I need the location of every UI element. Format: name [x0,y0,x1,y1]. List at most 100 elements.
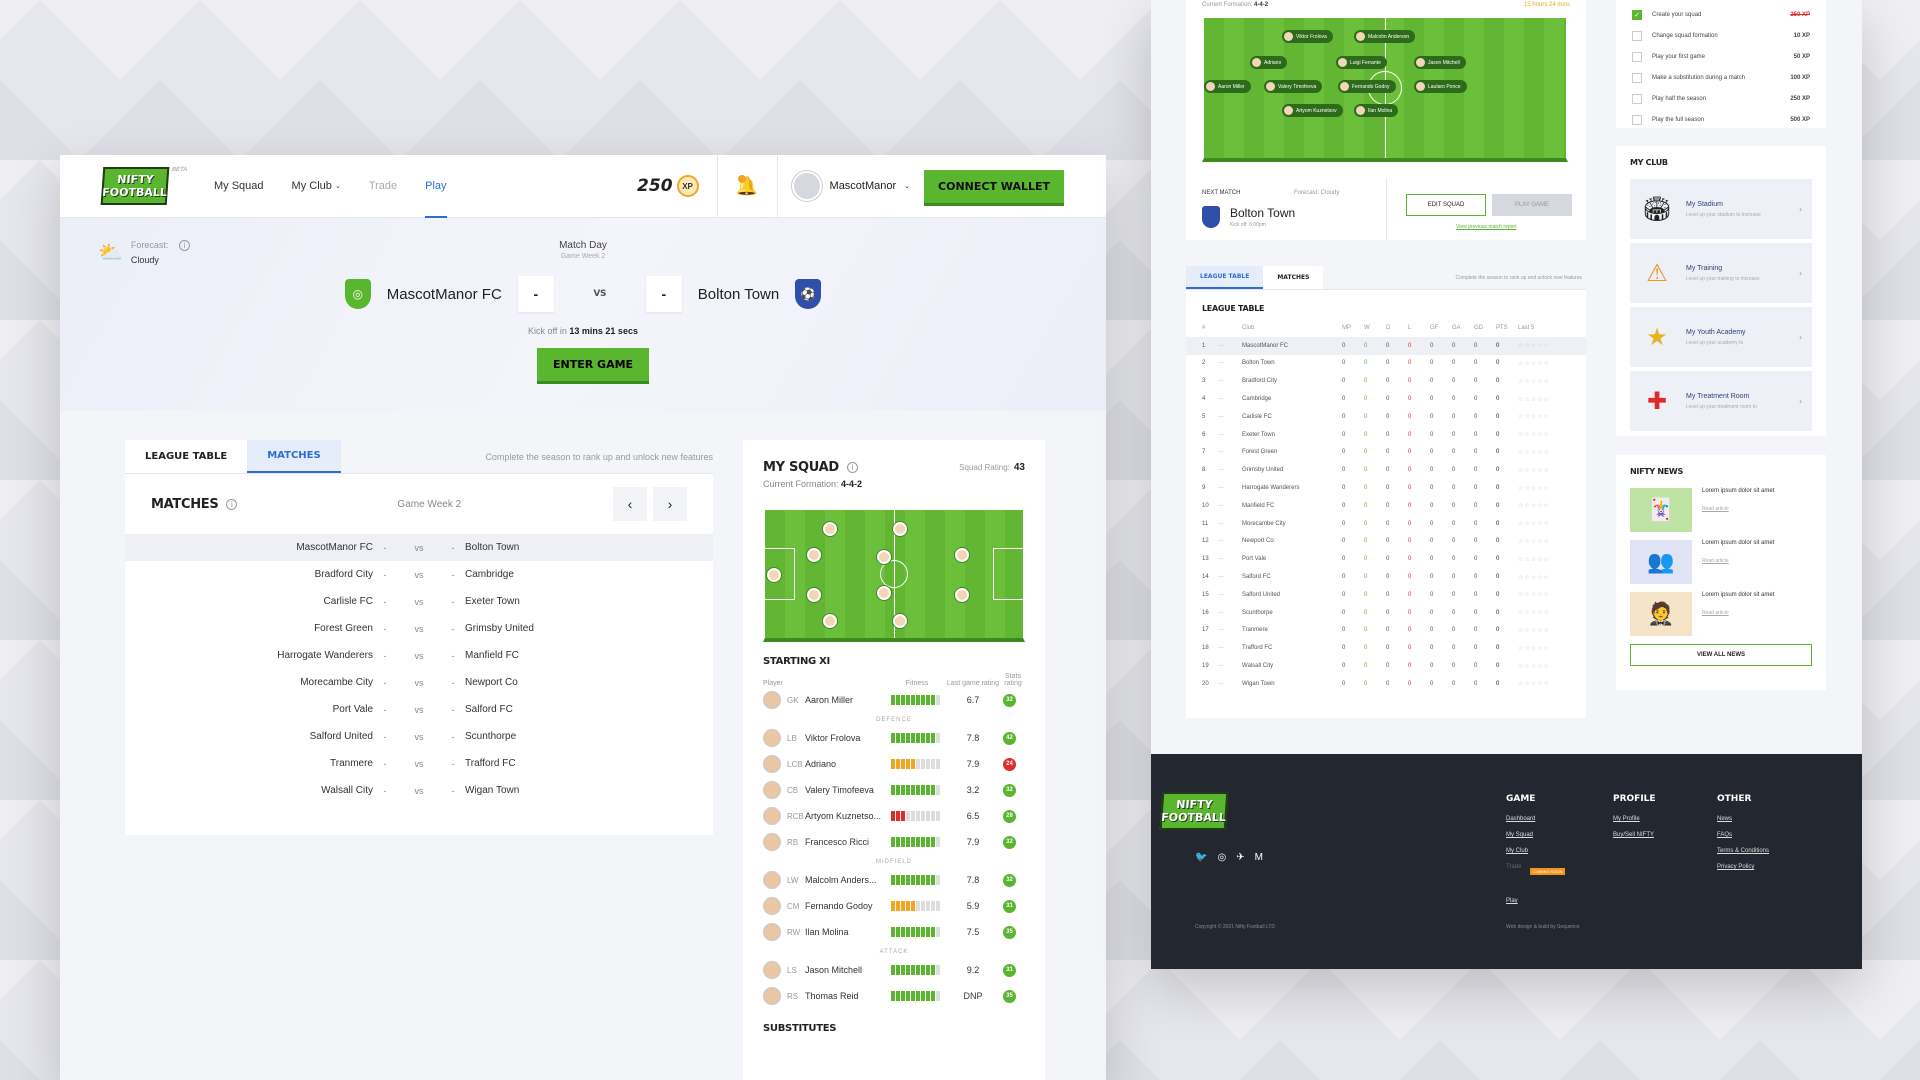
match-row[interactable]: Bradford City - vs - Cambridge [125,561,713,588]
player-row[interactable]: CM Fernando Godoy 5.9 31 [763,893,1025,919]
club-item[interactable]: 🏟 My Stadium Level up your stadium to incr… [1630,179,1812,239]
twitter-icon[interactable]: 🐦 [1195,852,1208,863]
footer-link[interactable]: Trade [1506,864,1522,870]
pitch-player-chip[interactable]: Fernando Godoy [1338,80,1396,93]
footer-link[interactable]: Dashboard [1506,816,1536,822]
pitch-player-chip[interactable]: Adriano [1250,56,1288,69]
league-table-row[interactable]: 13 — Port Vale 0 0 0 0 0 0 0 0 ☆☆☆☆☆ [1186,550,1586,568]
instagram-icon[interactable]: ◎ [1217,852,1227,863]
pitch-player-chip[interactable]: Artyom Kuznetsov [1282,104,1343,117]
checkbox[interactable] [1632,93,1642,104]
player-row[interactable]: RCB Artyom Kuznetso... 6.5 28 [763,803,1025,829]
match-row[interactable]: Salford United - vs - Scunthorpe [125,723,713,750]
pitch-player-chip[interactable]: Ilan Molina [1354,104,1399,117]
player-marker[interactable] [823,522,837,536]
match-row[interactable]: Harrogate Wanderers - vs - Manfield FC [125,642,713,669]
telegram-icon[interactable]: ✈ [1236,852,1245,863]
league-table-row[interactable]: 4 — Cambridge 0 0 0 0 0 0 0 0 ☆☆☆☆☆ [1186,390,1586,408]
info-icon[interactable]: i [846,462,858,473]
player-row[interactable]: CB Valery Timofeeva 3.2 32 [763,777,1025,803]
nav-play[interactable]: Play [411,155,460,218]
footer-link[interactable]: Terms & Conditions [1717,848,1770,854]
league-table-row[interactable]: 3 — Bradford City 0 0 0 0 0 0 0 0 ☆☆☆☆☆ [1186,372,1586,390]
checkbox[interactable] [1632,30,1642,41]
info-icon[interactable]: i [226,498,238,510]
player-marker[interactable] [893,614,907,628]
club-item[interactable]: ✚ My Treatment Room Level up your treatmen… [1630,371,1812,431]
view-all-news-button[interactable]: VIEW ALL NEWS [1630,644,1812,666]
read-article-link[interactable]: Read article [1702,610,1729,616]
footer-link[interactable]: Play [1506,898,1518,904]
footer-link[interactable]: Privacy Policy [1717,864,1755,870]
league-table-row[interactable]: 11 — Morecambe City 0 0 0 0 0 0 0 0 ☆☆☆☆☆ [1186,515,1586,533]
player-marker[interactable] [955,588,969,602]
pitch-player-chip[interactable]: Aaron Miller [1204,80,1251,93]
player-row[interactable]: LCB Adriano 7.9 24 [763,751,1025,777]
league-table-row[interactable]: 5 — Carlisle FC 0 0 0 0 0 0 0 0 ☆☆☆☆☆ [1186,408,1586,426]
league-table-row[interactable]: 16 — Scunthorpe 0 0 0 0 0 0 0 0 ☆☆☆☆☆ [1186,604,1586,622]
task-row[interactable]: Change squad formation 10 XP [1616,25,1826,46]
checkbox[interactable] [1632,51,1642,62]
league-table-row[interactable]: 8 — Grimsby United 0 0 0 0 0 0 0 0 ☆☆☆☆☆ [1186,461,1586,479]
footer-link[interactable]: My Profile [1613,816,1640,822]
club-item[interactable]: ★ My Youth Academy Level up your academy t… [1630,307,1812,367]
match-row[interactable]: Port Vale - vs - Salford FC [125,696,713,723]
pitch-player-chip[interactable]: Valery Timofeeva [1264,80,1323,93]
player-row[interactable]: RW Ilan Molina 7.5 35 [763,919,1025,945]
medium-icon[interactable]: M [1254,852,1263,863]
footer-link[interactable]: Buy/Sell NIFTY [1613,832,1655,838]
league-table-row[interactable]: 19 — Walsall City 0 0 0 0 0 0 0 0 ☆☆☆☆☆ [1186,657,1586,675]
player-row[interactable]: GK Aaron Miller 6.7 32 [763,687,1025,713]
league-table-row[interactable]: 2 — Bolton Town 0 0 0 0 0 0 0 0 ☆☆☆☆☆ [1186,355,1586,373]
club-item[interactable]: ⚠ My Training Level up your training to in… [1630,243,1812,303]
checkbox[interactable]: ✓ [1632,9,1642,20]
formation-pitch[interactable] [763,508,1025,642]
match-row[interactable]: Forest Green - vs - Grimsby United [125,615,713,642]
tab-league-table[interactable]: LEAGUE TABLE [1186,266,1264,289]
league-table-row[interactable]: 18 — Trafford FC 0 0 0 0 0 0 0 0 ☆☆☆☆☆ [1186,639,1586,657]
task-row[interactable]: Play your first game 50 XP [1616,46,1826,67]
player-row[interactable]: LS Jason Mitchell 9.2 31 [763,957,1025,983]
league-table-row[interactable]: 1 — MascotManor FC 0 0 0 0 0 0 0 0 ☆☆☆☆☆ [1186,336,1586,355]
connect-wallet-button[interactable]: CONNECT WALLET [924,169,1064,203]
pitch-player-chip[interactable]: Viktor Frolova [1282,30,1333,43]
match-row[interactable]: Tranmere - vs - Trafford FC [125,750,713,777]
pitch-player-chip[interactable]: Jason Mitchell [1414,56,1466,69]
task-row[interactable]: Play half the season 250 XP [1616,88,1826,109]
player-row[interactable]: LW Malcolm Anders... 7.8 32 [763,867,1025,893]
player-row[interactable]: LB Viktor Frolova 7.8 42 [763,725,1025,751]
pitch-player-chip[interactable]: Malcolm Anderson [1354,30,1416,43]
tab-league-table[interactable]: LEAGUE TABLE [125,440,248,473]
task-row[interactable]: Make a substitution during a match 100 XP [1616,67,1826,88]
task-row[interactable]: ✓ Create your squad 250 XP [1616,4,1826,25]
read-article-link[interactable]: Read article [1702,506,1729,512]
footer-link[interactable]: FAQs [1717,832,1733,838]
previous-report-link[interactable]: View previous match report [1456,224,1517,230]
news-item[interactable]: 🃏 Lorem ipsum dolor sit amet Read article [1630,488,1812,532]
tab-matches[interactable]: MATCHES [247,440,341,473]
edit-squad-button[interactable]: EDIT SQUAD [1406,194,1486,216]
match-row[interactable]: Morecambe City - vs - Newport Co [125,669,713,696]
pitch-player-chip[interactable]: Lautaro Ponce [1414,80,1467,93]
notifications-bell-icon[interactable]: 🔔 [718,155,778,217]
league-table-row[interactable]: 7 — Forest Green 0 0 0 0 0 0 0 0 ☆☆☆☆☆ [1186,444,1586,462]
player-marker[interactable] [877,586,891,600]
checkbox[interactable] [1632,72,1642,83]
match-row[interactable]: MascotManor FC - vs - Bolton Town [125,534,713,561]
task-row[interactable]: Play the full season 500 XP [1616,109,1826,130]
nav-my-squad[interactable]: My Squad [214,180,264,192]
league-table-row[interactable]: 10 — Manfield FC 0 0 0 0 0 0 0 0 ☆☆☆☆☆ [1186,497,1586,515]
footer-link[interactable]: My Club [1506,848,1529,854]
player-marker[interactable] [807,588,821,602]
prev-week-arrow-icon[interactable]: ‹ [613,487,647,521]
next-week-arrow-icon[interactable]: › [653,487,687,521]
league-table-row[interactable]: 14 — Salford FC 0 0 0 0 0 0 0 0 ☆☆☆☆☆ [1186,568,1586,586]
footer-link[interactable]: My Squad [1506,832,1534,838]
league-table-row[interactable]: 12 — Newport Co 0 0 0 0 0 0 0 0 ☆☆☆☆☆ [1186,533,1586,551]
player-marker[interactable] [823,614,837,628]
news-item[interactable]: 👥 Lorem ipsum dolor sit amet Read article [1630,540,1812,584]
pitch-player-chip[interactable]: Luigi Ferrante [1336,56,1387,69]
match-row[interactable]: Walsall City - vs - Wigan Town [125,777,713,804]
league-table-row[interactable]: 17 — Tranmere 0 0 0 0 0 0 0 0 ☆☆☆☆☆ [1186,622,1586,640]
read-article-link[interactable]: Read article [1702,558,1729,564]
